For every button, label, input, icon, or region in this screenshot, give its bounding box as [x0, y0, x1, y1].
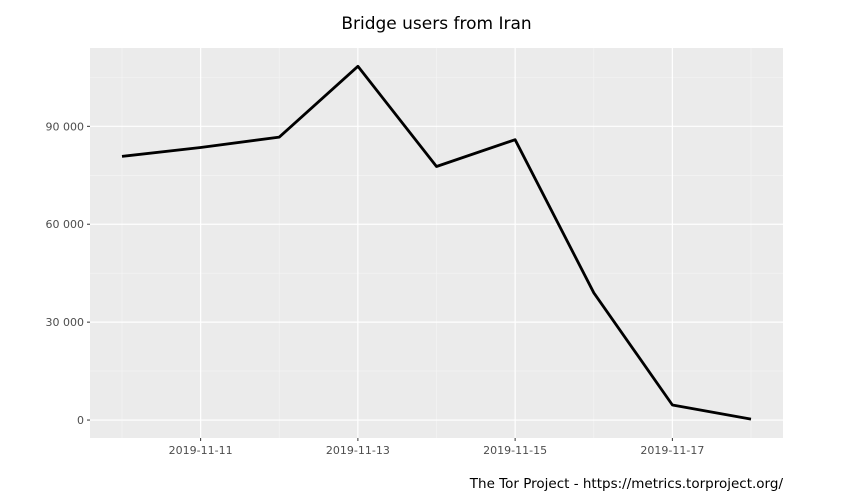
y-tick-label: 30 000	[46, 316, 85, 329]
y-tick-label: 90 000	[46, 120, 85, 133]
y-tick-label: 0	[77, 414, 84, 427]
chart-caption: The Tor Project - https://metrics.torpro…	[469, 476, 783, 492]
series-line	[121, 64, 752, 421]
x-tick-label: 2019-11-15	[483, 444, 547, 457]
x-tick-label: 2019-11-13	[326, 444, 390, 457]
x-tick-label: 2019-11-11	[169, 444, 233, 457]
x-tick-label: 2019-11-17	[640, 444, 704, 457]
chart-title: Bridge users from Iran	[341, 14, 532, 34]
y-tick-label: 60 000	[46, 218, 85, 231]
